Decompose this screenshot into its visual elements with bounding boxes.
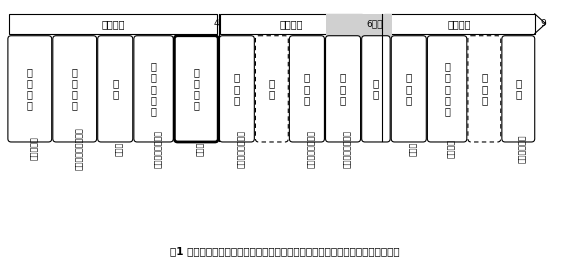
Text: 圃場準備: 圃場準備: [101, 19, 125, 29]
FancyBboxPatch shape: [255, 36, 288, 142]
Text: 散粒機: 散粒機: [409, 141, 418, 156]
Text: 4: 4: [214, 19, 219, 28]
Text: 出
穂
期: 出 穂 期: [481, 73, 487, 105]
Text: 除
草
剤: 除 草 剤: [340, 73, 346, 105]
Text: 均
平
・
整
地: 均 平 ・ 整 地: [150, 61, 157, 116]
Text: ブームスプレーヤ: ブームスプレーヤ: [237, 130, 246, 168]
Text: サブソイラ: サブソイラ: [30, 137, 39, 161]
Text: ブームスプレーヤ: ブームスプレーヤ: [343, 130, 352, 168]
Text: 専用収穫機等: 専用収穫機等: [518, 134, 527, 163]
FancyBboxPatch shape: [174, 36, 218, 142]
FancyBboxPatch shape: [362, 36, 390, 142]
Bar: [221, 14, 362, 34]
Text: 9: 9: [540, 19, 546, 28]
Bar: [9, 14, 217, 34]
Text: 入
水: 入 水: [373, 78, 379, 99]
Bar: [384, 14, 535, 34]
Text: 6　上: 6 上: [366, 19, 382, 28]
Text: 播種機: 播種機: [196, 141, 205, 156]
Text: 耕
起: 耕 起: [112, 78, 119, 99]
Text: ブームスプレーヤ: ブームスプレーヤ: [307, 130, 316, 168]
FancyBboxPatch shape: [468, 36, 501, 142]
FancyBboxPatch shape: [428, 36, 467, 142]
Text: 除
草
剤: 除 草 剤: [406, 73, 412, 105]
FancyBboxPatch shape: [134, 36, 173, 142]
Text: 図1 飼料用稲「クサノホシ」の乾田条播直播栽培における作業工程と作業機械例: 図1 飼料用稲「クサノホシ」の乾田条播直播栽培における作業工程と作業機械例: [170, 246, 400, 256]
Text: 出
芽: 出 芽: [268, 78, 275, 99]
Text: 排
水
対
策: 排 水 対 策: [27, 67, 32, 111]
FancyBboxPatch shape: [325, 36, 361, 142]
Text: 乾田期間: 乾田期間: [279, 19, 303, 29]
Text: 除
草
剤: 除 草 剤: [234, 73, 240, 105]
Text: 湛水期間: 湛水期間: [447, 19, 471, 29]
FancyBboxPatch shape: [53, 36, 96, 142]
Text: 病
害
虫
防
除: 病 害 虫 防 除: [444, 61, 450, 116]
FancyBboxPatch shape: [290, 36, 324, 142]
Text: マニュアスプレッダ: マニュアスプレッダ: [75, 127, 84, 170]
FancyBboxPatch shape: [8, 36, 52, 142]
Text: 除
草
剤: 除 草 剤: [304, 73, 310, 105]
Text: プラウ: プラウ: [115, 141, 124, 156]
Bar: [325, 14, 392, 141]
FancyBboxPatch shape: [391, 36, 426, 142]
Text: 収
穫: 収 穫: [515, 78, 522, 99]
FancyBboxPatch shape: [97, 36, 133, 142]
FancyBboxPatch shape: [502, 36, 535, 142]
Text: 堆
肥
散
布: 堆 肥 散 布: [72, 67, 78, 111]
Text: レーザーレベラー: レーザーレベラー: [153, 130, 162, 168]
Text: 乾
田
直
播: 乾 田 直 播: [193, 67, 200, 111]
Text: 散粒機等: 散粒機等: [447, 139, 456, 158]
FancyBboxPatch shape: [219, 36, 254, 142]
